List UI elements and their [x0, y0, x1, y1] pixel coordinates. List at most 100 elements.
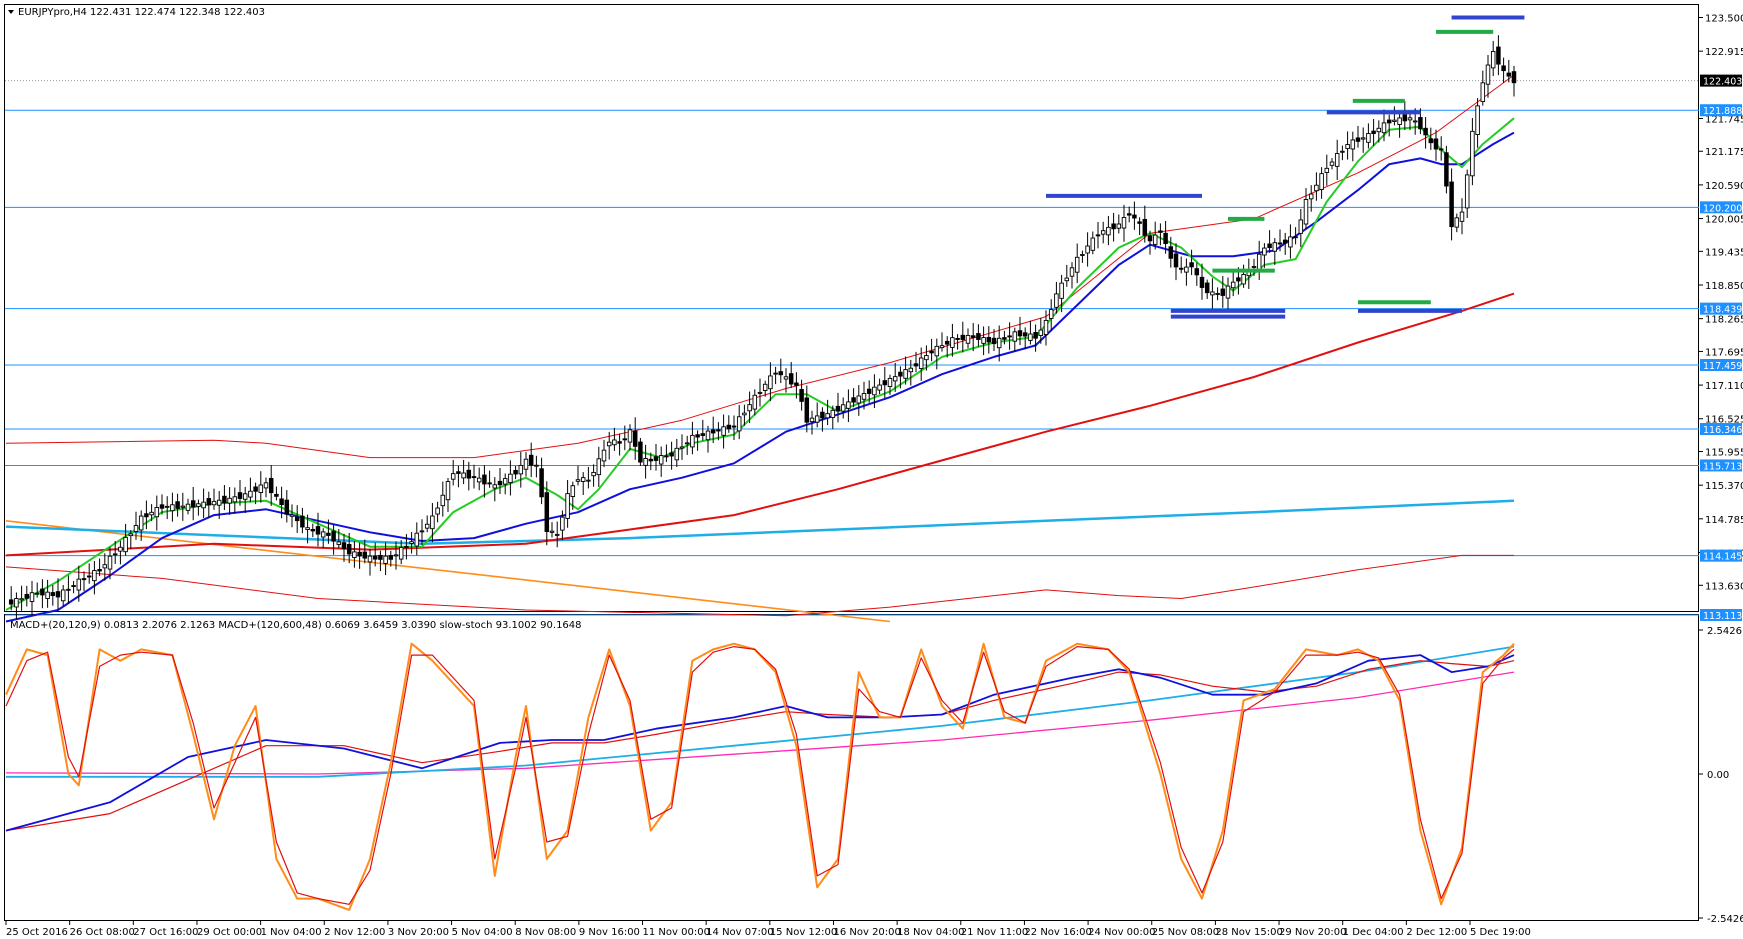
y-tick-label: 121.745 — [1705, 114, 1743, 125]
candle-down — [1173, 253, 1179, 268]
level-price-label: 115.713 — [1703, 461, 1742, 472]
candle-down — [341, 542, 347, 550]
candle-up — [289, 514, 295, 517]
candle-up — [1334, 153, 1340, 167]
candle-down — [778, 371, 784, 376]
level-price-label: 120.200 — [1703, 203, 1742, 214]
candle-down — [731, 425, 737, 428]
candle-up — [846, 401, 851, 409]
candle-down — [632, 430, 638, 447]
x-tick-label: 1 Dec 04:00 — [1343, 927, 1404, 938]
candle-up — [258, 484, 264, 493]
candle-down — [190, 500, 196, 508]
candle-down — [1277, 242, 1283, 245]
candle-down — [1236, 277, 1241, 282]
candle-down — [1189, 262, 1194, 268]
level-price-box — [1700, 302, 1742, 315]
candle-up — [612, 439, 617, 446]
candle-up — [674, 447, 680, 461]
candle-down — [1126, 213, 1132, 216]
candle-up — [1303, 199, 1309, 225]
candle-up — [1350, 139, 1356, 150]
candle-up — [164, 505, 170, 508]
candle-up — [1048, 309, 1054, 319]
candle-up — [352, 551, 357, 558]
candle-up — [430, 515, 435, 530]
x-tick-label: 22 Nov 16:00 — [1024, 927, 1091, 938]
candle-up — [549, 530, 555, 533]
candle-down — [487, 482, 492, 485]
level-price-label: 116.346 — [1703, 425, 1742, 436]
candle-down — [1371, 130, 1376, 135]
candle-up — [981, 337, 986, 344]
candle-up — [1069, 267, 1075, 277]
candle-down — [175, 501, 180, 509]
candle-up — [305, 527, 310, 531]
candle-up — [684, 442, 690, 445]
candle-up — [1184, 266, 1189, 273]
candle-down — [1386, 119, 1392, 124]
candle-down — [1022, 332, 1028, 337]
level-price-label: 114.145 — [1703, 552, 1742, 563]
candle-up — [450, 473, 456, 480]
candle-down — [1204, 282, 1210, 294]
level-price-label: 113.113 — [1703, 611, 1742, 622]
candle-up — [263, 482, 269, 489]
candle-up — [435, 507, 440, 515]
candle-up — [1407, 117, 1413, 121]
candle-up — [570, 485, 576, 497]
candle-down — [268, 477, 274, 494]
candle-up — [1225, 285, 1231, 299]
candle-up — [1210, 291, 1215, 296]
candle-down — [482, 474, 487, 485]
y-tick-label: 114.785 — [1705, 515, 1743, 526]
candle-up — [107, 555, 113, 570]
level-price-box — [1700, 359, 1742, 372]
x-tick-label: 21 Nov 11:00 — [961, 927, 1028, 938]
candle-down — [1178, 267, 1184, 270]
candle-up — [591, 471, 596, 477]
candle-up — [996, 337, 1002, 349]
candle-down — [300, 515, 305, 528]
candle-down — [362, 551, 368, 559]
candle-down — [315, 526, 321, 535]
candle-down — [544, 492, 550, 532]
current-price-box — [1700, 74, 1742, 87]
candle-up — [216, 499, 222, 506]
x-tick-label: 3 Nov 20:00 — [388, 927, 449, 938]
candle-down — [820, 411, 825, 419]
candle-down — [539, 468, 544, 498]
candle-up — [554, 533, 560, 536]
level-price-box — [1700, 201, 1742, 214]
candle-up — [440, 494, 446, 507]
candle-down — [1017, 330, 1023, 337]
candle-up — [1256, 253, 1262, 271]
candle-up — [1314, 184, 1319, 192]
candle-up — [840, 404, 846, 412]
candle-up — [814, 415, 820, 423]
candle-up — [1454, 217, 1460, 228]
candle-up — [747, 404, 752, 412]
y-tick-label: 113.630 — [1705, 581, 1743, 592]
candle-up — [825, 413, 830, 419]
candle-up — [45, 591, 50, 599]
stoch-d-line — [5, 645, 1515, 905]
candle-down — [788, 373, 794, 385]
indicator-header: MACD+(20,120,9) 0.0813 2.2076 2.1263 MAC… — [10, 620, 582, 631]
level-price-box — [1700, 104, 1742, 117]
candle-up — [112, 553, 118, 556]
dropdown-arrow-icon[interactable] — [8, 10, 14, 14]
candle-up — [367, 555, 373, 563]
candle-down — [388, 555, 394, 560]
candle-up — [60, 589, 66, 602]
candle-down — [1444, 152, 1449, 187]
candle-down — [970, 335, 976, 338]
x-tick-label: 2 Nov 12:00 — [324, 927, 385, 938]
candle-up — [1324, 167, 1330, 173]
candle-down — [497, 480, 503, 486]
candle-down — [799, 389, 804, 402]
candle-down — [913, 363, 919, 367]
candle-down — [986, 336, 992, 343]
stoch-k-line — [5, 642, 1515, 911]
